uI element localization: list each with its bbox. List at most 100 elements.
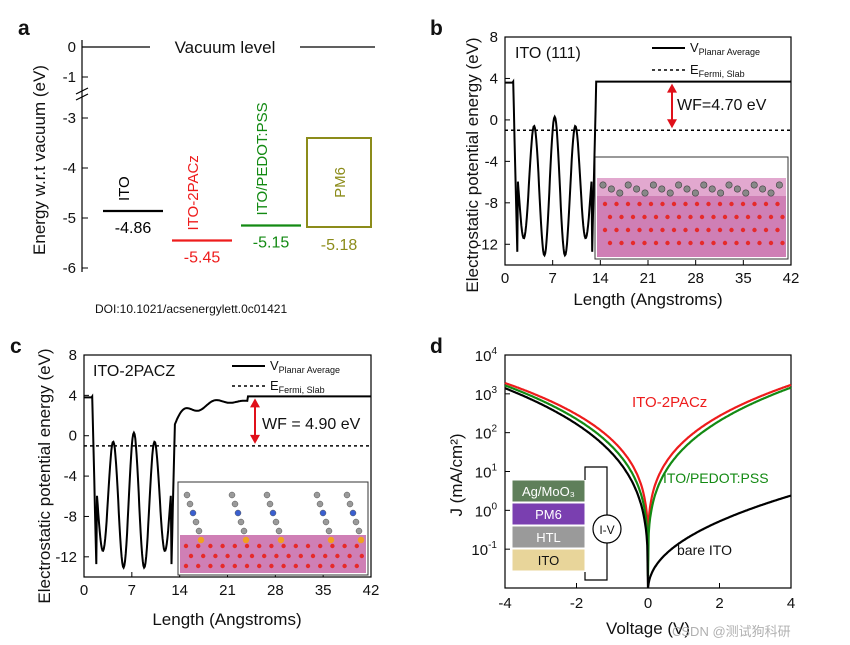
phosphorus-atom bbox=[242, 536, 250, 544]
xtick-label: 21 bbox=[219, 582, 236, 599]
atom bbox=[599, 181, 607, 189]
panel-b: b Electrostatic potential energy (eV) 0 7… bbox=[430, 17, 799, 309]
panel-a: a Energy w.r.t vacuum (eV) 0 -1 -3 -4 -5 -6 V… bbox=[18, 17, 375, 316]
ytick-label: 4 bbox=[490, 70, 498, 87]
atom bbox=[642, 214, 647, 220]
molecule-atom bbox=[355, 527, 363, 535]
atom bbox=[347, 553, 352, 559]
level-name: ITO-2PACz bbox=[185, 155, 202, 230]
atom bbox=[625, 201, 631, 207]
atom bbox=[759, 185, 767, 193]
atom bbox=[323, 553, 328, 559]
ytick-label: -12 bbox=[55, 549, 77, 566]
atom bbox=[676, 240, 682, 246]
atom bbox=[691, 189, 699, 197]
level-name: ITO/PEDOT:PSS bbox=[254, 102, 271, 215]
level-ito-pedot-pss: ITO/PEDOT:PSS -5.15 bbox=[241, 102, 301, 252]
atom bbox=[666, 189, 674, 197]
stack-layer bbox=[511, 525, 586, 549]
ytick-label: 100 bbox=[475, 501, 498, 520]
atom bbox=[757, 240, 762, 246]
atom bbox=[775, 181, 783, 189]
atom bbox=[232, 543, 237, 549]
atom bbox=[660, 201, 665, 207]
atom bbox=[775, 227, 780, 233]
atom bbox=[653, 214, 659, 220]
series-label-ito-2pacz: ITO-2PACz bbox=[632, 394, 707, 411]
ytick-label: -4 bbox=[485, 153, 498, 170]
molecule-atom bbox=[263, 491, 271, 499]
atom bbox=[699, 214, 705, 220]
panel-b-xlabel: Length (Angstroms) bbox=[573, 290, 722, 309]
panel-c-legend-e: EFermi, Slab bbox=[270, 378, 325, 395]
atom bbox=[729, 227, 734, 233]
atom bbox=[648, 201, 654, 207]
atom bbox=[688, 214, 693, 220]
atom bbox=[711, 214, 716, 220]
atom bbox=[607, 240, 613, 246]
iv-meter-label: I-V bbox=[599, 523, 614, 537]
panel-c-ticks: 0 7 14 21 28 35 42 8 4 0 -4 -8 -12 bbox=[55, 347, 379, 599]
xtick-label: 0 bbox=[644, 595, 652, 612]
atom bbox=[768, 214, 774, 220]
atom bbox=[780, 240, 785, 246]
panel-b-ylabel: Electrostatic potential energy (eV) bbox=[463, 37, 482, 292]
ytick-label: -4 bbox=[64, 468, 77, 485]
phosphorus-atom bbox=[357, 536, 365, 544]
atom bbox=[633, 185, 641, 193]
phosphorus-atom bbox=[327, 536, 335, 544]
stack-layer-label: ITO bbox=[538, 553, 559, 568]
atom bbox=[675, 181, 683, 189]
molecule-atom bbox=[349, 509, 357, 517]
atom bbox=[683, 227, 688, 233]
atom bbox=[630, 214, 636, 220]
xtick-label: 42 bbox=[363, 582, 380, 599]
molecule-atom bbox=[325, 527, 333, 535]
level-value: -4.86 bbox=[115, 220, 152, 237]
atom bbox=[734, 214, 739, 220]
atom bbox=[607, 214, 613, 220]
xtick-label: 21 bbox=[640, 270, 657, 287]
atom bbox=[688, 240, 693, 246]
iv-meter bbox=[592, 514, 622, 544]
panel-c-xlabel: Length (Angstroms) bbox=[152, 610, 301, 629]
atom bbox=[318, 543, 323, 549]
atom bbox=[649, 181, 657, 189]
jv-curve-bare-ito bbox=[504, 387, 792, 589]
atom bbox=[767, 189, 775, 197]
panel-d-ylabel: J (mA/cm²) bbox=[447, 433, 466, 516]
atom bbox=[734, 240, 739, 246]
atom bbox=[722, 214, 728, 220]
ytick-label: 104 bbox=[475, 346, 498, 365]
panel-b-legend-e: EFermi, Slab bbox=[690, 62, 745, 79]
panel-a-ticks: 0 -1 -3 -4 -5 -6 bbox=[63, 39, 88, 277]
atom bbox=[752, 201, 757, 207]
atom bbox=[257, 543, 262, 549]
panel-d-xlabel: Voltage (V) bbox=[606, 619, 690, 638]
panel-b-wf-arrow bbox=[667, 83, 677, 129]
atom bbox=[188, 553, 194, 559]
level-name: PM6 bbox=[332, 167, 349, 198]
atom bbox=[616, 189, 624, 197]
molecule-atom bbox=[231, 500, 239, 508]
xtick-label: -4 bbox=[498, 595, 511, 612]
atom bbox=[717, 227, 723, 233]
wf-arrow-head-down bbox=[250, 434, 260, 444]
atom bbox=[330, 543, 335, 549]
atom bbox=[262, 553, 267, 559]
level-value: -5.45 bbox=[184, 250, 221, 267]
xtick-label: 35 bbox=[315, 582, 332, 599]
panel-b-label: b bbox=[430, 17, 443, 40]
atom bbox=[763, 201, 769, 207]
atom bbox=[745, 240, 751, 246]
xtick-label: 14 bbox=[171, 582, 188, 599]
panel-c-legend-v: VPlanar Average bbox=[270, 358, 340, 375]
xtick-label: 28 bbox=[687, 270, 704, 287]
ytick-label: 10-1 bbox=[471, 540, 497, 559]
atom bbox=[630, 240, 636, 246]
atom bbox=[607, 185, 615, 193]
stack-wire-bottom bbox=[584, 543, 608, 581]
atom bbox=[213, 553, 218, 559]
panel-b-ticks: 0 7 14 21 28 35 42 8 4 0 -4 -8 -12 bbox=[476, 29, 799, 287]
